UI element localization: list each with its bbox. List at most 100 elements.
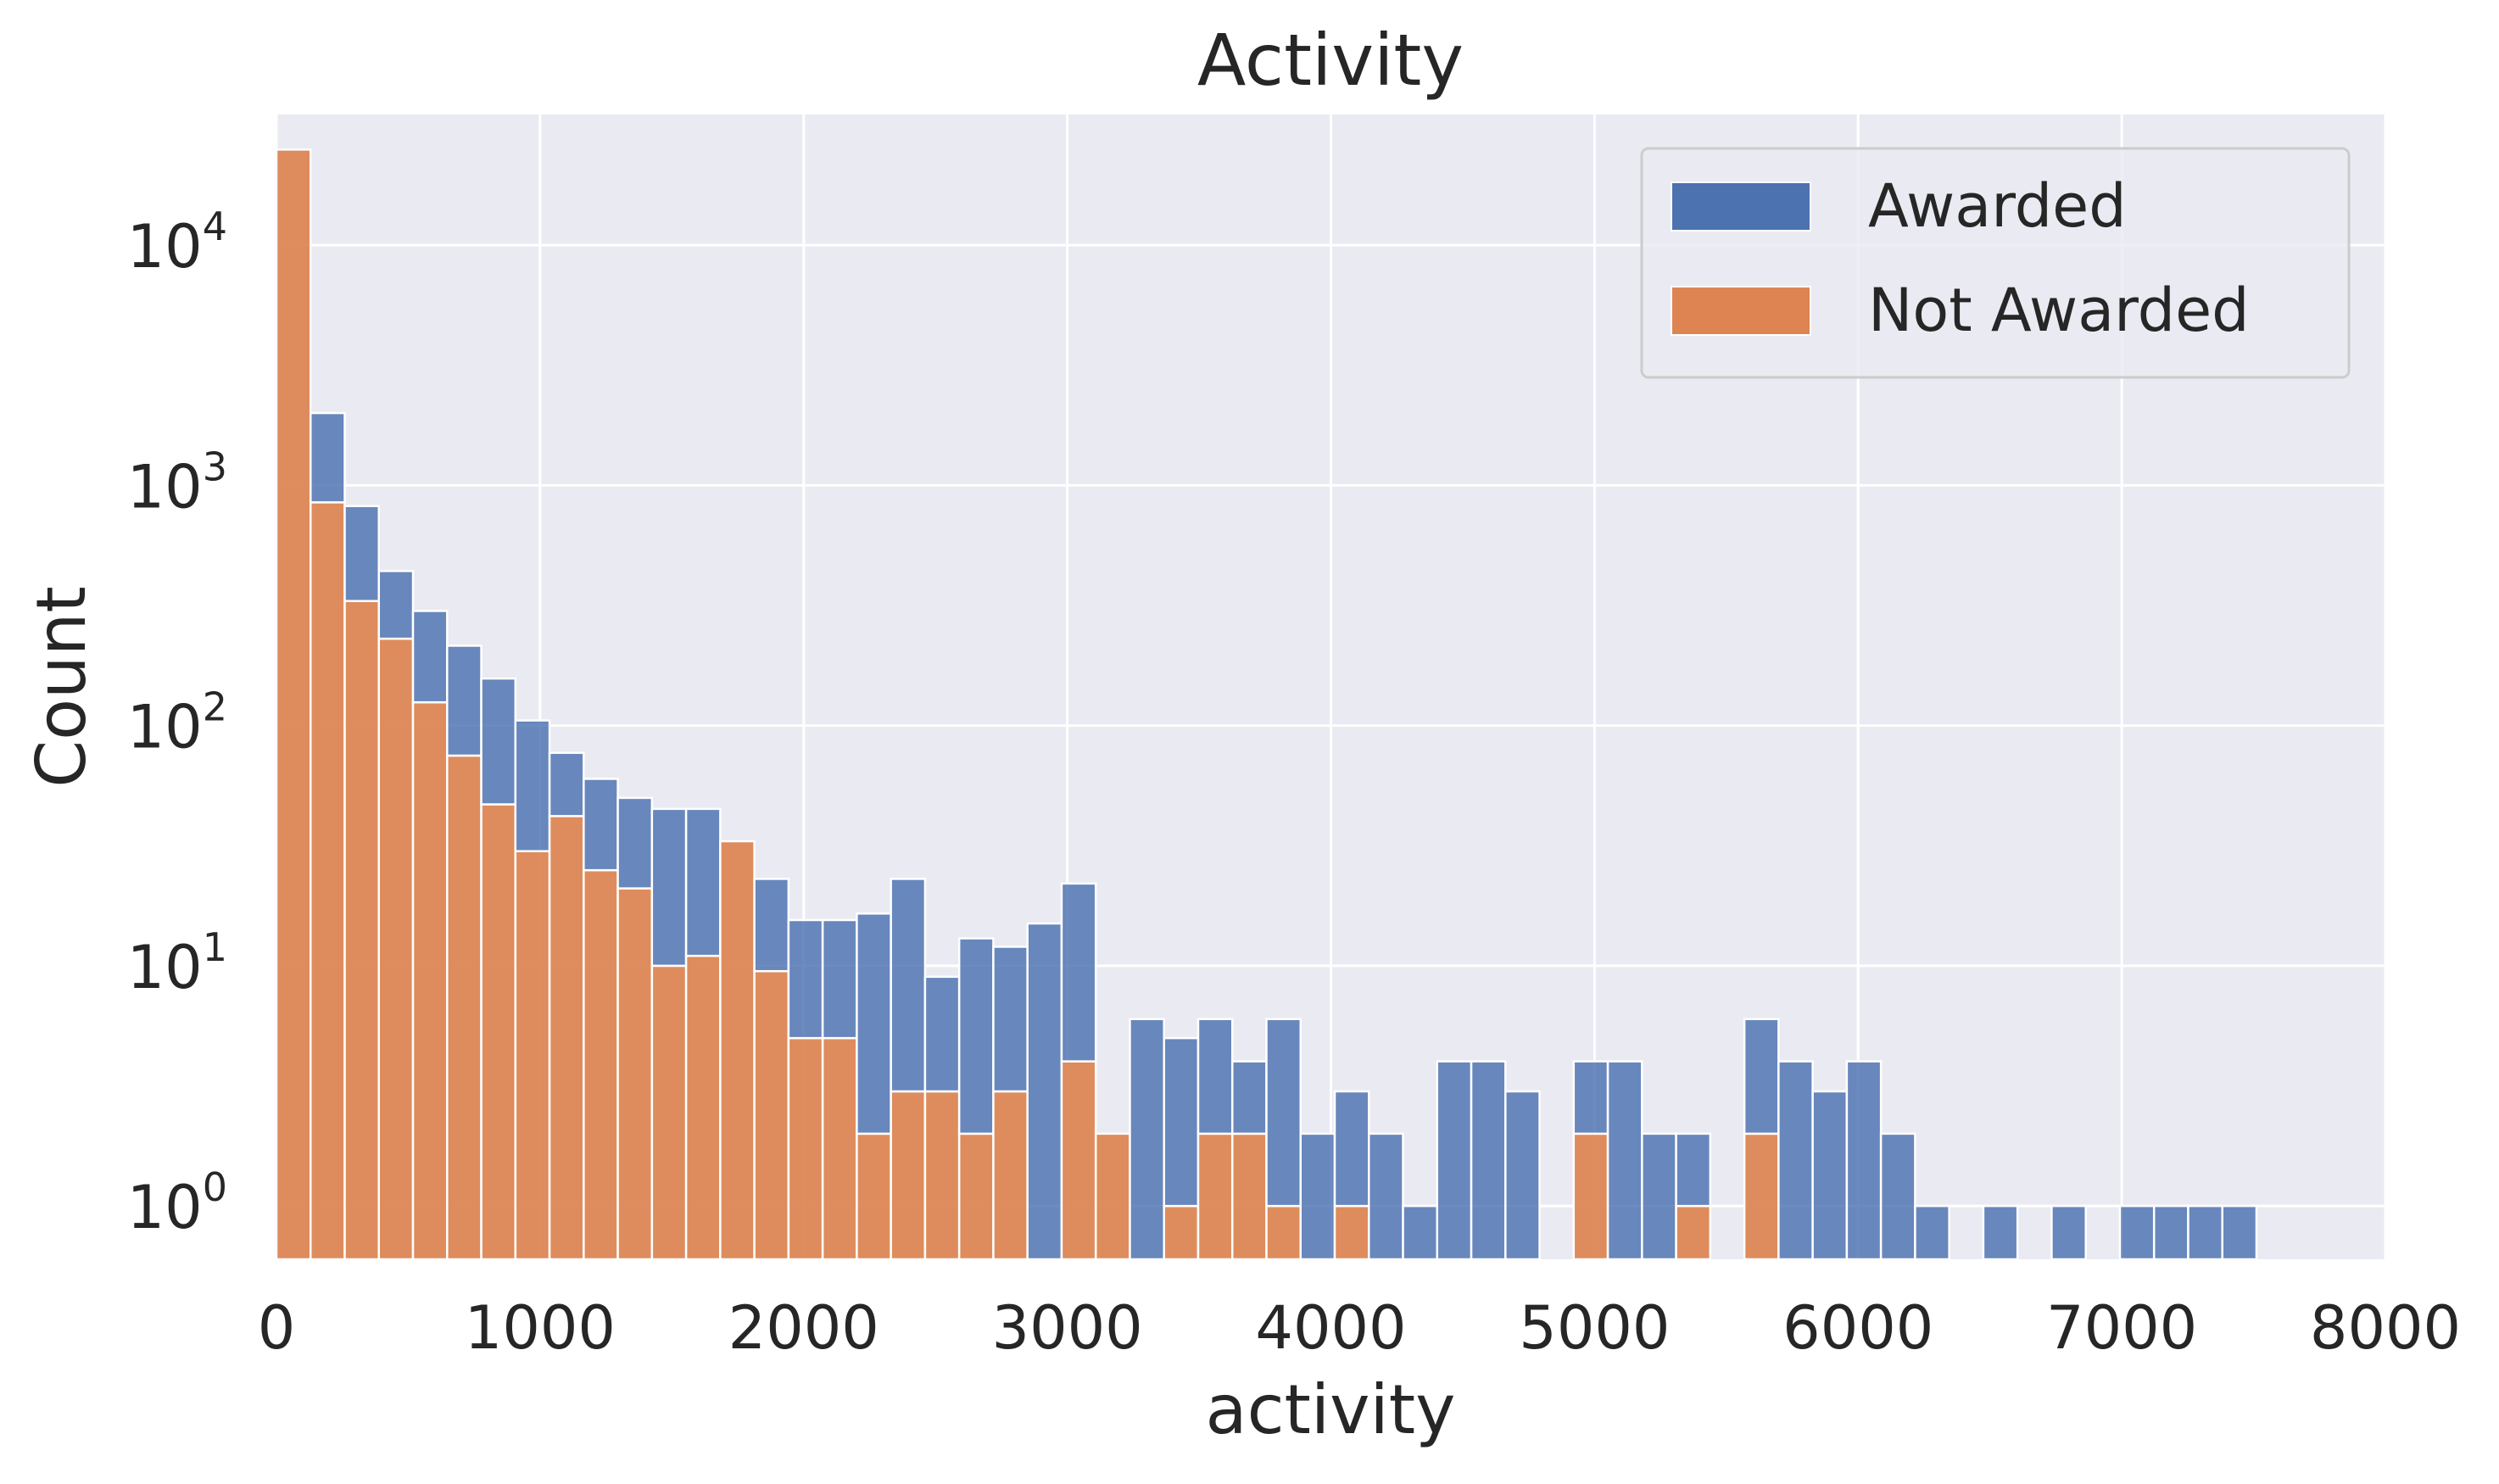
bar-awarded — [684, 807, 722, 957]
bar-not-awarded — [514, 850, 551, 1261]
bar-awarded — [753, 878, 790, 973]
bar-not-awarded — [890, 1090, 927, 1261]
bar-awarded — [1743, 1018, 1780, 1135]
bar-not-awarded — [1333, 1204, 1370, 1261]
bar-awarded — [1470, 1060, 1507, 1261]
bar-awarded — [2118, 1204, 2156, 1261]
bar-awarded — [1641, 1132, 1677, 1261]
bar-awarded — [787, 918, 824, 1040]
bar-not-awarded — [1230, 1132, 1268, 1261]
bar-awarded — [583, 778, 619, 872]
bar-awarded — [1129, 1018, 1165, 1261]
chart-title: Activity — [1197, 19, 1464, 102]
bar-awarded — [411, 610, 449, 704]
bar-not-awarded — [1265, 1204, 1302, 1261]
bar-awarded — [343, 505, 381, 603]
bar-awarded — [1436, 1060, 1473, 1261]
bar-not-awarded — [616, 887, 654, 1261]
bar-not-awarded — [1197, 1132, 1234, 1261]
histogram-bars — [275, 148, 2258, 1261]
bar-awarded — [1299, 1132, 1336, 1261]
bar-awarded — [1879, 1132, 1916, 1261]
bar-not-awarded — [548, 815, 585, 1261]
bar-awarded — [1265, 1018, 1302, 1208]
x-tick-label: 0 — [258, 1293, 296, 1363]
bar-not-awarded — [923, 1090, 961, 1261]
bar-awarded — [1606, 1060, 1643, 1261]
x-tick-label: 6000 — [1782, 1293, 1933, 1363]
bar-awarded — [480, 677, 517, 806]
x-tick-labels: 0 1000 2000 3000 4000 5000 6000 7000 8000 — [258, 1293, 2461, 1363]
legend-box — [1640, 147, 2351, 379]
bar-awarded — [1845, 1060, 1883, 1261]
bar-not-awarded — [583, 868, 619, 1261]
bar-awarded — [1675, 1132, 1712, 1208]
y-tick-labels: 100 101 102 103 104 — [127, 204, 227, 1242]
bar-not-awarded — [787, 1036, 824, 1261]
y-axis-label: Count — [22, 586, 101, 788]
bar-not-awarded — [275, 148, 312, 1261]
bar-awarded — [821, 918, 858, 1040]
bar-not-awarded — [310, 501, 346, 1261]
bar-awarded — [1777, 1060, 1814, 1261]
x-tick-label: 5000 — [1519, 1293, 1670, 1363]
bar-awarded — [650, 807, 688, 968]
bar-awarded — [1572, 1060, 1609, 1135]
bar-not-awarded — [821, 1036, 858, 1261]
x-axis-label: activity — [1206, 1370, 1456, 1449]
bar-not-awarded — [957, 1132, 995, 1261]
bar-awarded — [514, 719, 551, 852]
x-tick-label: 8000 — [2310, 1293, 2461, 1363]
bar-awarded — [1982, 1204, 2019, 1261]
bar-not-awarded — [992, 1090, 1029, 1261]
y-tick-label: 102 — [127, 684, 227, 762]
bar-not-awarded — [1675, 1204, 1712, 1261]
bar-awarded — [923, 975, 961, 1093]
bar-not-awarded — [480, 803, 517, 1261]
x-tick-label: 3000 — [992, 1293, 1143, 1363]
bar-awarded — [1230, 1060, 1268, 1135]
bar-not-awarded — [1572, 1132, 1609, 1261]
bar-awarded — [310, 411, 346, 504]
bar-awarded — [1060, 882, 1097, 1063]
bar-awarded — [856, 912, 892, 1135]
bar-not-awarded — [684, 954, 722, 1261]
bar-awarded — [2050, 1204, 2087, 1261]
bar-awarded — [1504, 1090, 1541, 1261]
bar-awarded — [2221, 1204, 2258, 1261]
y-tick-label: 103 — [127, 444, 227, 522]
bar-awarded — [1811, 1090, 1849, 1261]
bar-awarded — [377, 570, 415, 640]
bar-not-awarded — [1743, 1132, 1780, 1261]
bar-awarded — [1197, 1018, 1234, 1135]
bar-not-awarded — [719, 840, 756, 1261]
bar-awarded — [616, 796, 654, 890]
legend: Awarded Not Awarded — [1640, 147, 2351, 379]
bar-awarded — [1914, 1204, 1950, 1261]
legend-swatch-not-awarded — [1671, 286, 1811, 336]
bar-awarded — [1402, 1204, 1439, 1261]
bar-not-awarded — [343, 600, 381, 1261]
bar-awarded — [1333, 1090, 1370, 1208]
bar-awarded — [2187, 1204, 2223, 1261]
y-tick-label: 101 — [127, 924, 227, 1002]
y-tick-label: 104 — [127, 204, 227, 282]
bar-not-awarded — [1060, 1060, 1097, 1261]
bar-not-awarded — [411, 700, 449, 1261]
bar-not-awarded — [753, 969, 790, 1261]
bar-not-awarded — [377, 637, 415, 1261]
x-tick-label: 1000 — [465, 1293, 616, 1363]
bar-not-awarded — [446, 754, 483, 1261]
bar-not-awarded — [856, 1132, 892, 1261]
legend-label-not-awarded: Not Awarded — [1868, 276, 2250, 345]
x-tick-label: 7000 — [2046, 1293, 2197, 1363]
x-tick-label: 2000 — [728, 1293, 879, 1363]
bar-awarded — [2152, 1204, 2189, 1261]
bar-not-awarded — [1094, 1132, 1131, 1261]
bar-not-awarded — [650, 964, 688, 1261]
legend-label-awarded: Awarded — [1868, 171, 2127, 241]
bar-awarded — [1163, 1036, 1200, 1208]
x-tick-label: 4000 — [1255, 1293, 1406, 1363]
